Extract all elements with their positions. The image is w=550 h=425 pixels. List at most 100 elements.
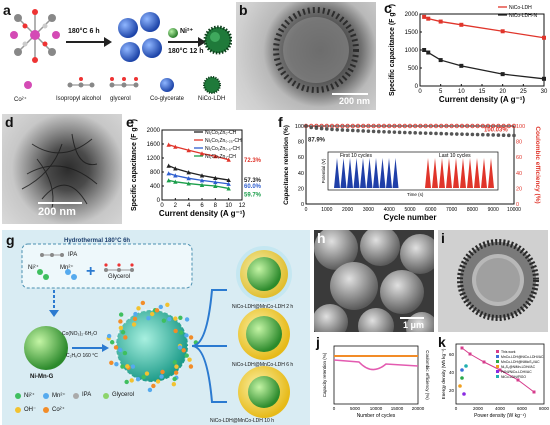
x-tick-label: 10000	[507, 207, 521, 213]
series-line	[168, 144, 229, 161]
ce-point	[407, 123, 413, 129]
legend-entry: Ni₁Co₁Zn₁-CH	[205, 154, 236, 160]
legend-ni: Ni²⁺	[24, 393, 35, 399]
retention-annotation: 59.7%	[244, 192, 262, 198]
panel-e: e 0 2 4 6 8 10 12 0 400 800 1200 1600 2000 Current de…	[124, 112, 274, 227]
retention-point	[429, 131, 433, 136]
ce-point	[454, 123, 459, 129]
ce-point	[386, 123, 392, 129]
plot-frame	[419, 13, 545, 87]
ion-dot	[106, 333, 112, 339]
inset-first-label: First 10 cycles	[340, 153, 372, 159]
x-axis-label: Current density (A g⁻¹)	[159, 209, 245, 218]
x-axis-label: Cycle number	[384, 213, 437, 222]
y-tick-label: 2000	[405, 12, 419, 18]
x-tick-label: 0	[305, 207, 308, 213]
retention-point	[512, 133, 516, 138]
data-point	[166, 178, 171, 183]
product-sphere-6h	[238, 308, 290, 360]
chart-f: 0 1000 2000 3000 4000 5000 6000 7000 8000 9000 100…	[283, 123, 541, 222]
y-tick-label: 1000	[405, 48, 419, 54]
y-tick-label: 1200	[147, 156, 161, 162]
ion-dot	[155, 379, 161, 384]
ce-point	[360, 123, 366, 129]
ion-dot	[129, 378, 134, 383]
retention-annotation: 57.3%	[244, 178, 262, 184]
synthesis-schematic-a	[10, 9, 232, 94]
ce-point	[475, 123, 480, 129]
x-tick-label: 15000	[391, 406, 404, 411]
ion-dot	[159, 374, 164, 379]
retention-point	[460, 132, 464, 136]
ion-dot	[118, 312, 124, 317]
ion-dot	[114, 362, 119, 367]
inset-red-cycle	[439, 158, 445, 188]
plot-frame	[455, 343, 545, 405]
legend-entry: MnCo-LDH@NiCo-LDH//AC	[501, 355, 544, 359]
legend-nico-ldh: NiCo-LDH	[198, 96, 226, 102]
x-tick-label: 5000	[350, 406, 361, 411]
y2-tick-label: 0	[516, 202, 519, 208]
sem-image-h	[314, 230, 434, 332]
tem-image-i	[438, 230, 548, 332]
comparison-point	[462, 392, 466, 396]
y-tick-label: 400	[150, 184, 161, 190]
x-tick-label: 5	[439, 89, 443, 95]
inset-blue-cycle	[373, 158, 379, 188]
ce-point	[496, 123, 501, 129]
ion-dot	[122, 350, 128, 356]
retention-point	[397, 130, 402, 135]
ion-dot	[172, 376, 177, 382]
retention-point	[387, 130, 391, 134]
series-line	[168, 165, 229, 181]
y2-tick-label: 100	[516, 124, 525, 130]
product3-label: NiCo-LDH@MnCo-LDH 10 h	[210, 418, 274, 424]
ion-dot	[133, 311, 138, 317]
retention-point	[481, 132, 485, 137]
ion-dot	[173, 328, 178, 334]
legend-entry: NiCo-LDH-N	[509, 13, 537, 19]
y-axis-label: Capacity retention (%)	[322, 352, 327, 397]
legend-co-glycerate: Co-glycerate	[150, 96, 185, 102]
retention-point	[491, 133, 495, 137]
ce-point	[340, 123, 345, 129]
retention-point	[392, 130, 397, 134]
x-tick-label: 4	[187, 203, 191, 209]
ion-dot	[151, 383, 156, 389]
ion-dot	[118, 347, 123, 353]
svg-text:+: +	[86, 263, 95, 280]
ion-dot	[120, 364, 125, 369]
tem-particle-i	[457, 239, 539, 321]
x-tick-label: 30	[541, 89, 548, 95]
ion-dot	[146, 316, 151, 321]
legend-entry: NiCo-LDH//RGO	[501, 375, 526, 379]
data-point	[199, 182, 205, 187]
molecule-cluster	[10, 9, 60, 63]
co-ion-icon	[24, 81, 32, 89]
y-tick-label: 40	[449, 370, 455, 375]
legend-glycerol: Glycerol	[112, 392, 135, 398]
inset-blue-cycle	[360, 158, 366, 188]
x-tick-label: 8000	[539, 406, 550, 411]
inset-blue-cycle	[347, 158, 353, 188]
x-tick-label: 2000	[342, 207, 353, 213]
retention-point	[455, 132, 459, 136]
ion-dot	[165, 302, 170, 307]
ce-point	[402, 123, 407, 129]
ce-point	[511, 123, 517, 129]
ion-dot	[113, 345, 119, 350]
ion-dot	[174, 364, 179, 369]
legend-ipa: IPA	[82, 392, 92, 398]
x-tick-label: 10000	[370, 406, 383, 411]
data-point	[438, 19, 443, 24]
legend-entry: Ni₁Co₁Zn₀-CH	[205, 130, 237, 136]
retention-point	[319, 126, 324, 131]
retention-point	[309, 125, 313, 130]
data-point	[213, 183, 218, 188]
ce-point	[376, 123, 381, 129]
ce-point	[438, 123, 444, 129]
y-tick-label: 1600	[147, 142, 161, 148]
retention-point	[475, 132, 480, 137]
this-work-point	[498, 368, 502, 372]
x-tick-label: 12	[239, 203, 246, 209]
